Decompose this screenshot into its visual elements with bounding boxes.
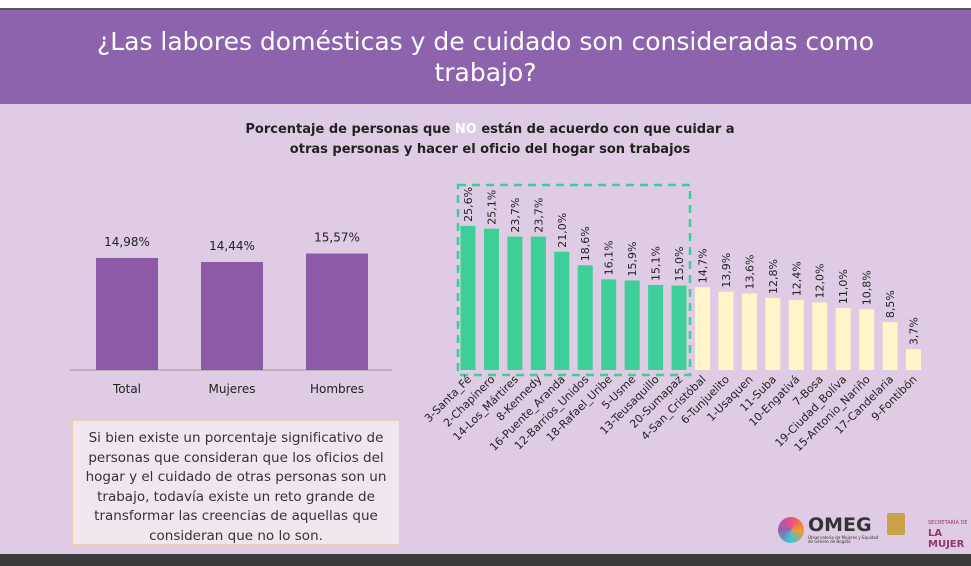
data-label: 8,5% bbox=[884, 290, 897, 318]
bar bbox=[882, 322, 898, 370]
x-tick-label: Mujeres bbox=[209, 382, 256, 396]
bar bbox=[718, 291, 734, 370]
bar bbox=[554, 251, 570, 370]
bar bbox=[906, 349, 922, 370]
data-label: 14,44% bbox=[209, 239, 255, 253]
bar bbox=[624, 280, 640, 370]
data-label: 25,1% bbox=[485, 190, 498, 225]
data-label: 23,7% bbox=[532, 198, 545, 233]
bar bbox=[741, 293, 757, 370]
data-label: 11,0% bbox=[837, 269, 850, 304]
data-label: 12,0% bbox=[814, 263, 827, 298]
bar bbox=[671, 285, 687, 370]
bar bbox=[812, 302, 828, 370]
data-label: 15,1% bbox=[650, 246, 663, 281]
top-bar bbox=[0, 0, 971, 10]
bar bbox=[835, 308, 851, 370]
bar bbox=[601, 279, 617, 370]
bar bbox=[695, 287, 710, 370]
data-label: 3,7% bbox=[908, 317, 921, 345]
data-label: 12,8% bbox=[767, 259, 780, 294]
bar bbox=[577, 265, 593, 370]
highlight-box bbox=[456, 183, 692, 377]
bottom-bar bbox=[0, 554, 971, 566]
title: ¿Las labores domésticas y de cuidado son… bbox=[0, 10, 971, 104]
data-label: 14,98% bbox=[104, 235, 150, 249]
bar bbox=[648, 284, 664, 370]
secretaria-logo: LA MUJER bbox=[928, 528, 965, 550]
data-label: 15,57% bbox=[314, 231, 360, 245]
bar bbox=[460, 225, 476, 370]
data-label: 15,9% bbox=[626, 242, 639, 277]
subtitle-text: están de acuerdo con que cuidar a bbox=[481, 122, 735, 137]
data-label: 14,7% bbox=[697, 248, 710, 283]
bar bbox=[201, 261, 263, 370]
bar bbox=[530, 236, 546, 370]
x-tick-label: Total bbox=[112, 382, 141, 396]
omeg-logo: OMEG bbox=[808, 514, 872, 536]
data-label: 16,1% bbox=[603, 240, 616, 275]
x-tick-label: Hombres bbox=[310, 382, 364, 396]
data-label: 23,7% bbox=[509, 198, 522, 233]
bar bbox=[507, 236, 523, 370]
data-label: 13,9% bbox=[720, 253, 733, 288]
omeg-subtitle: Observatorio de Mujeres y Equidad de Gén… bbox=[808, 535, 879, 545]
secretaria-label: SECRETARÍA DE bbox=[928, 520, 968, 526]
subtitle-text: otras personas y hacer el oficio del hog… bbox=[289, 141, 691, 157]
omeg-icon bbox=[778, 517, 804, 543]
bar bbox=[483, 228, 499, 370]
bar bbox=[859, 309, 875, 370]
data-label: 21,0% bbox=[556, 213, 569, 248]
bar bbox=[765, 297, 781, 370]
bogota-shield bbox=[887, 513, 905, 535]
subtitle-highlight: NO bbox=[454, 122, 477, 137]
subtitle-text: Porcentaje de personas que bbox=[245, 122, 451, 137]
data-label: 25,6% bbox=[462, 187, 475, 222]
bar bbox=[788, 300, 804, 370]
data-label: 18,6% bbox=[579, 226, 592, 261]
data-label: 13,6% bbox=[743, 254, 756, 289]
data-label: 10,8% bbox=[861, 270, 874, 305]
note: Si bien existe un porcentaje significati… bbox=[72, 420, 400, 545]
bar bbox=[306, 253, 368, 370]
subtitle: Porcentaje de personas que NO están de a… bbox=[180, 120, 800, 159]
bar bbox=[96, 257, 158, 370]
data-label: 15,0% bbox=[673, 247, 686, 282]
data-label: 12,4% bbox=[790, 261, 803, 296]
